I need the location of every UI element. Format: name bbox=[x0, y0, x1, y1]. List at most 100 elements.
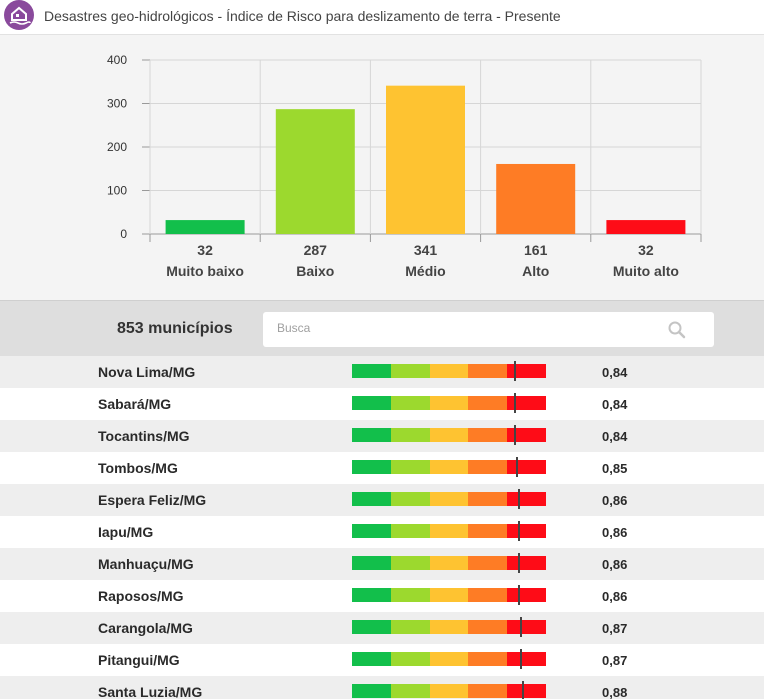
y-tick-label: 400 bbox=[107, 53, 127, 67]
municipality-row[interactable]: Carangola/MG 0,87 bbox=[0, 612, 764, 644]
risk-scale-segment bbox=[507, 620, 546, 634]
bar-value-label: 341 bbox=[414, 242, 438, 258]
risk-score-value: 0,87 bbox=[602, 653, 628, 668]
risk-scale-segment bbox=[468, 524, 508, 538]
risk-scale-segment bbox=[468, 588, 508, 602]
list-controls: 853 municípios bbox=[0, 300, 764, 357]
bar-value-label: 287 bbox=[304, 242, 328, 258]
risk-score-marker bbox=[513, 393, 516, 413]
risk-scale-segment bbox=[390, 396, 430, 410]
app-logo[interactable] bbox=[4, 0, 34, 30]
risk-scale-segment bbox=[390, 652, 430, 666]
x-category-label: Baixo bbox=[296, 263, 334, 279]
risk-scale-segment bbox=[468, 556, 508, 570]
risk-scale-bar bbox=[352, 364, 546, 378]
risk-scale-segment bbox=[429, 588, 469, 602]
risk-score-value: 0,86 bbox=[602, 589, 628, 604]
risk-scale-segment bbox=[390, 364, 430, 378]
risk-score-marker bbox=[521, 681, 524, 699]
risk-scale-segment bbox=[507, 684, 546, 698]
risk-distribution-chart: — — — — — — — — — — — — 0 100 200 300 400 32 M… bbox=[0, 35, 764, 300]
risk-scale-segment bbox=[390, 428, 430, 442]
risk-score-marker bbox=[513, 361, 516, 381]
risk-scale-segment bbox=[352, 460, 391, 474]
municipality-row[interactable]: Manhuaçu/MG 0,86 bbox=[0, 548, 764, 580]
risk-score-marker bbox=[515, 457, 518, 477]
risk-scale-segment bbox=[390, 492, 430, 506]
risk-scale-segment bbox=[352, 684, 391, 698]
municipality-name: Carangola/MG bbox=[98, 620, 193, 636]
risk-scale-bar bbox=[352, 492, 546, 506]
risk-scale-bar bbox=[352, 652, 546, 666]
risk-score-value: 0,86 bbox=[602, 525, 628, 540]
municipality-row[interactable]: Nova Lima/MG 0,84 bbox=[0, 356, 764, 388]
risk-scale-segment bbox=[507, 524, 546, 538]
risk-scale-segment bbox=[429, 396, 469, 410]
risk-scale-segment bbox=[468, 364, 508, 378]
risk-scale-segment bbox=[429, 492, 469, 506]
municipality-row[interactable]: Santa Luzia/MG 0,88 bbox=[0, 676, 764, 699]
risk-scale-segment bbox=[429, 556, 469, 570]
municipality-list: Nova Lima/MG 0,84 Sabará/MG 0,84 Tocantins/M… bbox=[0, 356, 764, 699]
search-box[interactable] bbox=[263, 312, 714, 347]
risk-scale-segment bbox=[507, 588, 546, 602]
municipality-row[interactable]: Pitangui/MG 0,87 bbox=[0, 644, 764, 676]
y-tick-label: 300 bbox=[107, 97, 127, 111]
search-input[interactable] bbox=[275, 320, 659, 336]
risk-scale-segment bbox=[507, 428, 546, 442]
risk-scale-segment bbox=[507, 396, 546, 410]
risk-scale-segment bbox=[468, 460, 508, 474]
risk-score-marker bbox=[517, 585, 520, 605]
risk-scale-segment bbox=[390, 684, 430, 698]
risk-scale-bar bbox=[352, 556, 546, 570]
municipality-row[interactable]: Sabará/MG 0,84 bbox=[0, 388, 764, 420]
risk-scale-bar bbox=[352, 588, 546, 602]
risk-scale-bar bbox=[352, 620, 546, 634]
municipality-name: Iapu/MG bbox=[98, 524, 154, 540]
risk-score-marker bbox=[519, 649, 522, 669]
risk-score-value: 0,84 bbox=[602, 365, 628, 380]
risk-scale-segment bbox=[429, 652, 469, 666]
risk-scale-segment bbox=[429, 428, 469, 442]
bar-value-label: 32 bbox=[197, 242, 213, 258]
risk-score-value: 0,84 bbox=[602, 397, 628, 412]
municipality-name: Santa Luzia/MG bbox=[98, 684, 203, 699]
municipality-row[interactable]: Tocantins/MG 0,84 bbox=[0, 420, 764, 452]
risk-scale-segment bbox=[468, 620, 508, 634]
bar-médio bbox=[386, 85, 465, 234]
risk-scale-bar bbox=[352, 684, 546, 698]
risk-score-value: 0,84 bbox=[602, 429, 628, 444]
municipality-row[interactable]: Iapu/MG 0,86 bbox=[0, 516, 764, 548]
risk-scale-segment bbox=[390, 620, 430, 634]
bar-value-label: 32 bbox=[638, 242, 654, 258]
search-icon[interactable] bbox=[667, 320, 687, 340]
x-category-label: Muito alto bbox=[613, 263, 679, 279]
municipality-name: Sabará/MG bbox=[98, 396, 172, 412]
municipality-name: Espera Feliz/MG bbox=[98, 492, 207, 508]
municipality-row[interactable]: Raposos/MG 0,86 bbox=[0, 580, 764, 612]
risk-scale-segment bbox=[352, 556, 391, 570]
risk-scale-bar bbox=[352, 524, 546, 538]
municipality-row[interactable]: Espera Feliz/MG 0,86 bbox=[0, 484, 764, 516]
risk-scale-segment bbox=[352, 364, 391, 378]
risk-scale-segment bbox=[468, 396, 508, 410]
risk-score-marker bbox=[517, 489, 520, 509]
risk-scale-bar bbox=[352, 428, 546, 442]
x-category-label: Muito baixo bbox=[166, 263, 244, 279]
risk-scale-segment bbox=[352, 396, 391, 410]
risk-score-value: 0,88 bbox=[602, 685, 628, 699]
risk-scale-segment bbox=[352, 524, 391, 538]
risk-score-value: 0,85 bbox=[602, 461, 628, 476]
risk-score-marker bbox=[517, 553, 520, 573]
risk-scale-bar bbox=[352, 396, 546, 410]
risk-scale-segment bbox=[352, 492, 391, 506]
bar-alto bbox=[496, 163, 576, 234]
risk-score-marker bbox=[513, 425, 516, 445]
x-category-label: Alto bbox=[522, 263, 549, 279]
municipality-name: Raposos/MG bbox=[98, 588, 184, 604]
municipality-row[interactable]: Tombos/MG 0,85 bbox=[0, 452, 764, 484]
bar-value-label: 161 bbox=[524, 242, 548, 258]
bar-chart: 0 100 200 300 400 32 Muito baixo 287 Baixo 341 Méd… bbox=[107, 53, 702, 279]
risk-scale-segment bbox=[468, 428, 508, 442]
x-category-label: Médio bbox=[405, 263, 445, 279]
